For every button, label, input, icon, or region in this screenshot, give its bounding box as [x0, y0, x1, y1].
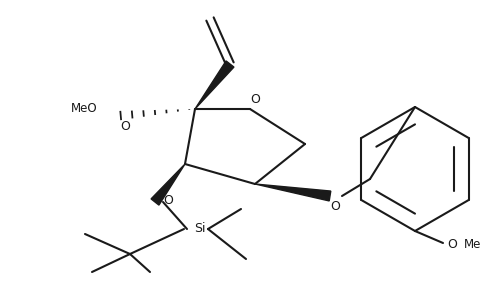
Text: O: O — [163, 193, 173, 206]
Text: MeO: MeO — [70, 101, 97, 114]
Text: O: O — [447, 239, 457, 252]
Text: Me: Me — [464, 239, 481, 252]
Text: O: O — [250, 93, 260, 105]
Polygon shape — [151, 164, 185, 205]
Polygon shape — [195, 61, 234, 109]
Polygon shape — [255, 184, 331, 201]
Text: O: O — [120, 120, 130, 133]
Text: O: O — [330, 199, 340, 212]
Text: Si: Si — [194, 222, 206, 235]
